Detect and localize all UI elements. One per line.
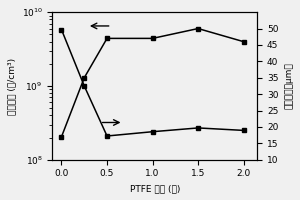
- Y-axis label: 泡孔尺寸（μm）: 泡孔尺寸（μm）: [284, 63, 293, 109]
- X-axis label: PTFE 含量 (份): PTFE 含量 (份): [130, 184, 180, 193]
- Y-axis label: 泡孔密度 (个/cm³): 泡孔密度 (个/cm³): [7, 57, 16, 115]
